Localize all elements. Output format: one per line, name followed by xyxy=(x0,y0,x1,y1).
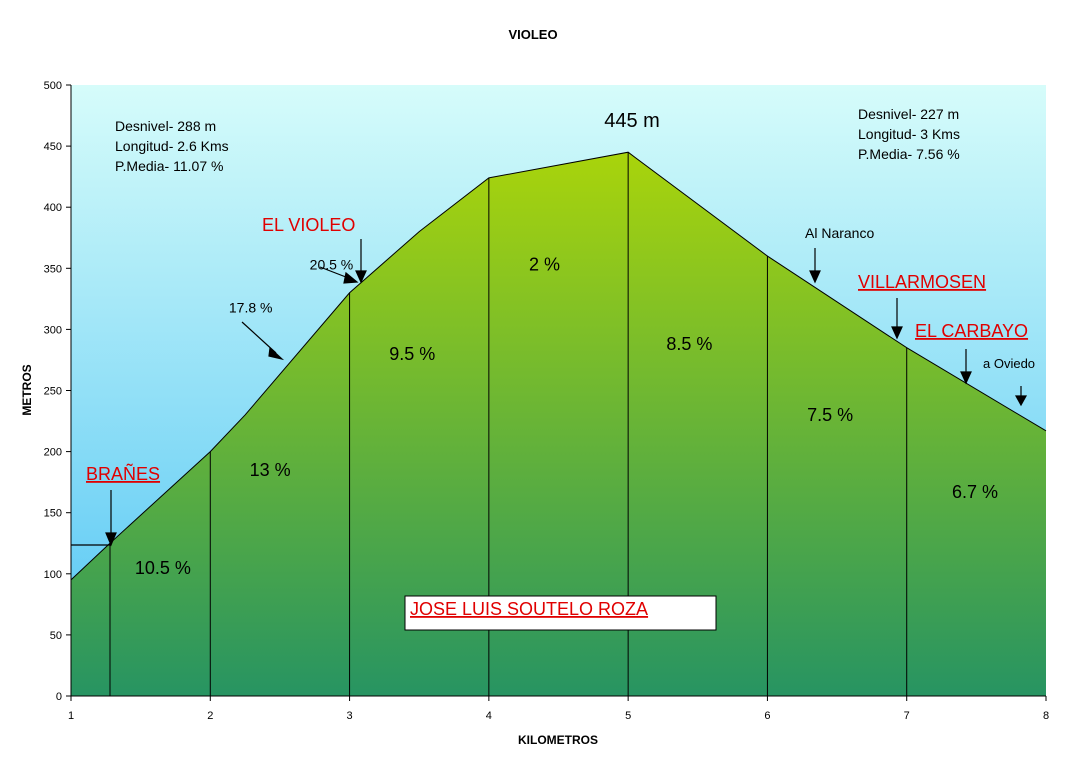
x-tick-label-5: 6 xyxy=(764,710,770,722)
chart-title: VIOLEO xyxy=(508,27,557,42)
arrow-al-naranco-head xyxy=(809,270,821,284)
y-tick-label-6: 300 xyxy=(44,324,62,336)
place-el-violeo: EL VIOLEO xyxy=(262,215,355,235)
y-tick-label-2: 100 xyxy=(44,569,62,581)
arrow-branes-head xyxy=(105,532,117,547)
y-tick-label-4: 200 xyxy=(44,447,62,459)
x-tick-label-1: 2 xyxy=(207,710,213,722)
author-box xyxy=(404,595,717,631)
info-right-desnivel: Desnivel- 227 m xyxy=(858,106,959,122)
elevation-area xyxy=(71,152,1046,696)
arrow-20-5-head xyxy=(343,271,359,284)
place-el-carbayo: EL CARBAYO xyxy=(915,321,1028,341)
y-tick-label-8: 400 xyxy=(44,202,62,214)
place-villarmosen: VILLARMOSEN xyxy=(858,272,986,292)
elevation-profile-line xyxy=(70,151,1047,581)
y-tick-label-3: 150 xyxy=(44,508,62,520)
x-tick-label-2: 3 xyxy=(347,710,353,722)
x-tick-label-0: 1 xyxy=(68,710,74,722)
arrow-villarmosen-head xyxy=(891,326,903,340)
y-axis-title: METROS xyxy=(20,364,34,415)
author-name: JOSE LUIS SOUTELO ROZA xyxy=(410,599,648,619)
y-tick-label-10: 500 xyxy=(44,80,62,92)
arrow-el-carbayo-head xyxy=(960,371,972,385)
peak-elevation-label: 445 m xyxy=(604,110,660,132)
y-tick-label-1: 50 xyxy=(50,630,62,642)
info-right-longitud: Longitud- 3 Kms xyxy=(858,126,960,142)
segment-gradient-label-6: 6.7 % xyxy=(952,482,998,502)
slope-label-0: 20.5 % xyxy=(310,257,354,273)
y-tick-label-9: 450 xyxy=(44,141,62,153)
axes: 0 50 100 150 200 250 300 350 400 450 500 1 2 3 4 5 6 7 8 xyxy=(44,80,1049,722)
segment-gradient-label-5: 7.5 % xyxy=(807,405,853,425)
x-axis-title: KILOMETROS xyxy=(518,733,598,747)
arrow-17-8-head xyxy=(268,346,285,361)
x-tick-label-4: 5 xyxy=(625,710,631,722)
segment-gradient-label-0: 10.5 % xyxy=(135,558,191,578)
info-left-desnivel: Desnivel- 288 m xyxy=(115,118,216,134)
place-branes: BRAÑES xyxy=(86,463,160,484)
y-tick-label-0: 0 xyxy=(56,691,62,703)
arrow-a-oviedo-head xyxy=(1014,395,1028,407)
x-tick-label-3: 4 xyxy=(486,710,492,722)
note-al-naranco: Al Naranco xyxy=(805,225,874,241)
segment-gradient-label-1: 13 % xyxy=(250,460,291,480)
segment-gradient-label-3: 2 % xyxy=(529,255,560,275)
slope-labels: 20.5 % 17.8 % xyxy=(229,257,353,316)
arrow-el-violeo-head xyxy=(355,270,367,284)
info-right-pmedia: P.Media- 7.56 % xyxy=(858,146,960,162)
y-tick-label-5: 250 xyxy=(44,386,62,398)
info-left-pmedia: P.Media- 11.07 % xyxy=(115,158,223,174)
segment-gradient-label-4: 8.5 % xyxy=(666,334,712,354)
arrows xyxy=(71,239,1028,547)
x-tick-label-6: 7 xyxy=(904,710,910,722)
segment-gradient-labels: 10.5 % 13 % 9.5 % 2 % 8.5 % 7.5 % 6.7 % xyxy=(135,255,998,578)
note-a-oviedo: a Oviedo xyxy=(983,356,1035,371)
info-left-longitud: Longitud- 2.6 Kms xyxy=(115,138,229,154)
x-tick-label-7: 8 xyxy=(1043,710,1049,722)
y-tick-label-7: 350 xyxy=(44,263,62,275)
segment-gradient-label-2: 9.5 % xyxy=(389,344,435,364)
slope-label-1: 17.8 % xyxy=(229,299,273,315)
